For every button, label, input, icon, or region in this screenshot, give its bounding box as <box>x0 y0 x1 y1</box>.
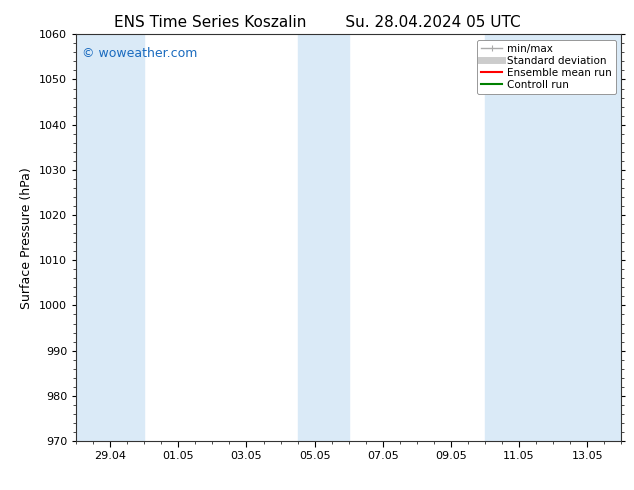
Text: © woweather.com: © woweather.com <box>82 47 197 59</box>
Y-axis label: Surface Pressure (hPa): Surface Pressure (hPa) <box>20 167 34 309</box>
Bar <box>297 34 349 441</box>
Legend: min/max, Standard deviation, Ensemble mean run, Controll run: min/max, Standard deviation, Ensemble me… <box>477 40 616 94</box>
Text: ENS Time Series Koszalin        Su. 28.04.2024 05 UTC: ENS Time Series Koszalin Su. 28.04.2024 … <box>113 15 521 30</box>
Bar <box>485 34 621 441</box>
Bar <box>76 34 144 441</box>
